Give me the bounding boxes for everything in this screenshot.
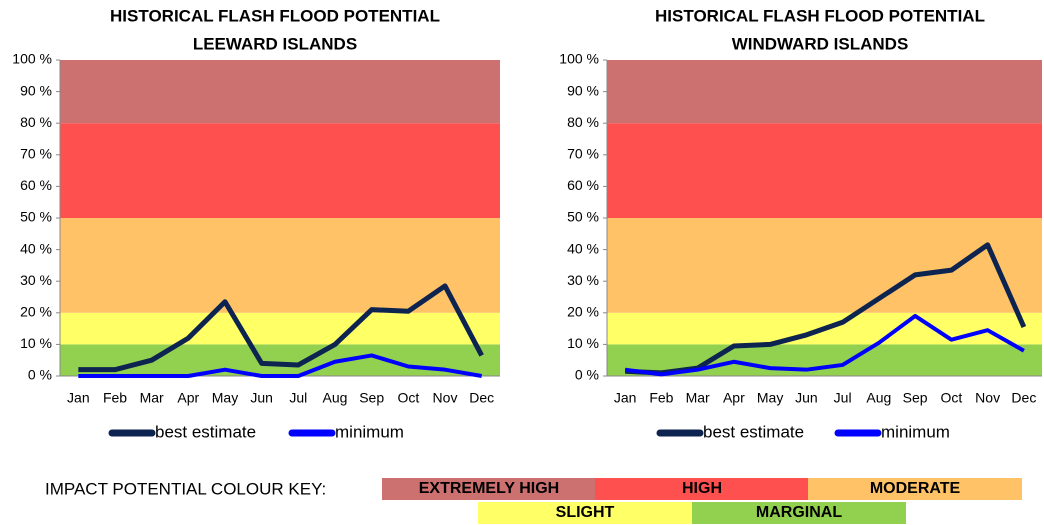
y-tick-label: 10 % xyxy=(567,335,599,351)
x-tick-label: Nov xyxy=(433,390,458,406)
x-tick-label: Dec xyxy=(469,390,494,406)
chart-title: HISTORICAL FLASH FLOOD POTENTIAL xyxy=(110,6,440,25)
key-label: MODERATE xyxy=(870,480,961,497)
legend-label: minimum xyxy=(881,422,950,441)
x-tick-label: Mar xyxy=(686,390,710,406)
x-tick-label: May xyxy=(212,390,238,406)
x-tick-label: Feb xyxy=(103,390,127,406)
risk-band xyxy=(607,60,1042,124)
y-tick-label: 40 % xyxy=(567,240,599,256)
x-tick-label: Sep xyxy=(903,390,928,406)
x-tick-label: Jun xyxy=(250,390,273,406)
x-tick-label: Nov xyxy=(975,390,1000,406)
y-tick-label: 70 % xyxy=(567,146,599,162)
legend-label: best estimate xyxy=(703,422,804,441)
x-tick-label: Mar xyxy=(140,390,164,406)
x-tick-label: Aug xyxy=(866,390,891,406)
chart-subtitle: WINDWARD ISLANDS xyxy=(732,34,909,53)
y-tick-label: 70 % xyxy=(20,146,52,162)
y-tick-label: 80 % xyxy=(20,114,52,130)
x-tick-label: Sep xyxy=(359,390,384,406)
y-tick-label: 40 % xyxy=(20,240,52,256)
x-tick-label: May xyxy=(757,390,783,406)
y-tick-label: 100 % xyxy=(559,51,599,67)
y-tick-label: 50 % xyxy=(567,209,599,225)
y-tick-label: 80 % xyxy=(567,114,599,130)
key-label: SLIGHT xyxy=(556,504,615,521)
chart-subtitle: LEEWARD ISLANDS xyxy=(193,34,357,53)
risk-band xyxy=(60,218,500,313)
x-tick-label: Apr xyxy=(177,390,199,406)
series-line xyxy=(78,353,483,378)
chart-title: HISTORICAL FLASH FLOOD POTENTIAL xyxy=(655,6,985,25)
y-tick-label: 90 % xyxy=(567,82,599,98)
y-tick-label: 0 % xyxy=(28,367,52,383)
y-tick-label: 60 % xyxy=(567,177,599,193)
x-tick-label: Jan xyxy=(614,390,637,406)
y-tick-label: 60 % xyxy=(20,177,52,193)
y-tick-label: 20 % xyxy=(20,304,52,320)
risk-band xyxy=(60,123,500,218)
x-tick-label: Oct xyxy=(940,390,962,406)
y-tick-label: 20 % xyxy=(567,304,599,320)
key-label: EXTREMELY HIGH xyxy=(419,480,559,497)
key-swatch xyxy=(808,478,1022,500)
y-tick-label: 100 % xyxy=(12,51,52,67)
x-tick-label: Aug xyxy=(323,390,348,406)
legend-label: minimum xyxy=(335,422,404,441)
x-tick-label: Oct xyxy=(397,390,419,406)
series-line xyxy=(624,313,1025,377)
key-swatch xyxy=(382,478,596,500)
y-tick-label: 0 % xyxy=(575,367,599,383)
risk-band xyxy=(607,218,1042,313)
x-tick-label: Jun xyxy=(795,390,818,406)
risk-band xyxy=(60,312,500,345)
y-tick-label: 30 % xyxy=(567,272,599,288)
key-swatch xyxy=(692,502,906,524)
y-tick-label: 10 % xyxy=(20,335,52,351)
legend-label: best estimate xyxy=(155,422,256,441)
x-tick-label: Feb xyxy=(649,390,673,406)
x-tick-label: Jul xyxy=(289,390,307,406)
key-swatch xyxy=(478,502,692,524)
x-tick-label: Dec xyxy=(1011,390,1036,406)
key-label: HIGH xyxy=(682,480,722,497)
risk-band xyxy=(60,344,500,376)
y-tick-label: 90 % xyxy=(20,82,52,98)
x-tick-label: Apr xyxy=(723,390,745,406)
y-tick-label: 50 % xyxy=(20,209,52,225)
series-line xyxy=(78,283,484,373)
key-label: MARGINAL xyxy=(756,504,842,521)
x-tick-label: Jan xyxy=(67,390,90,406)
risk-band xyxy=(607,123,1042,218)
key-title: IMPACT POTENTIAL COLOUR KEY: xyxy=(45,479,326,498)
key-swatch xyxy=(595,478,809,500)
x-tick-label: Jul xyxy=(834,390,852,406)
y-tick-label: 30 % xyxy=(20,272,52,288)
risk-band xyxy=(60,60,500,124)
